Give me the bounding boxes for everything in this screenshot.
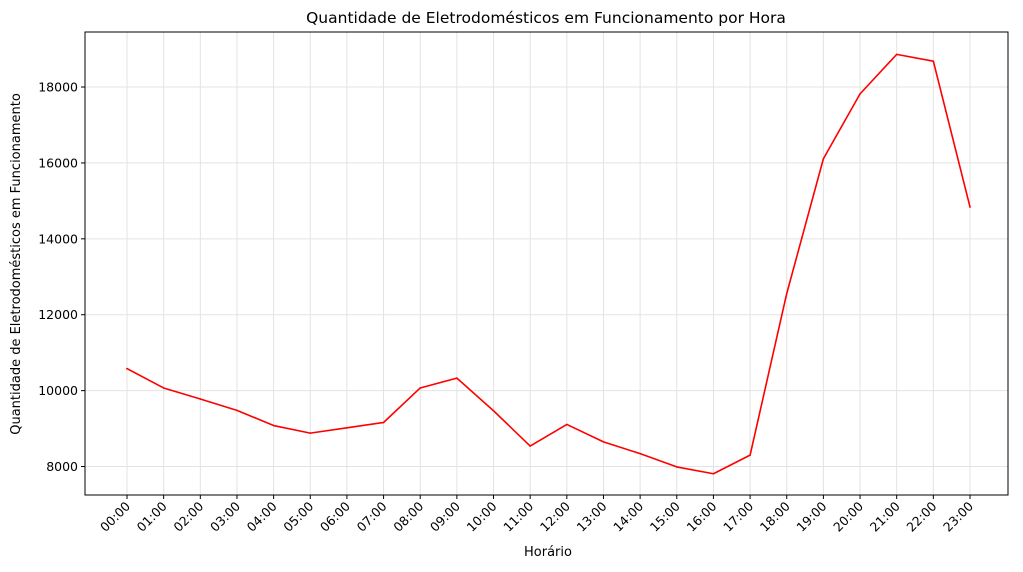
data-point [346,427,348,429]
y-axis: 8000 10000 12000 14000 16000 18000 [38,80,85,474]
data-point [675,466,678,468]
x-tick-label: 19:00 [793,498,829,534]
data-point [162,387,165,389]
data-point [859,93,861,95]
plot-frame [84,31,1009,496]
x-tick-label: 10:00 [464,498,500,534]
x-tick-label: 22:00 [903,498,939,534]
data-point [639,452,641,455]
data-point [932,60,935,63]
data-point [492,409,495,412]
y-tick-label: 12000 [38,307,78,322]
x-tick-label: 23:00 [940,498,976,534]
data-point [785,292,788,295]
y-axis-label: Quantidade de Eletrodomésticos em Funcio… [9,93,24,435]
data-point [272,424,275,427]
y-tick-label: 18000 [38,80,78,95]
data-point [126,367,128,370]
data-point [969,206,971,208]
data-point [602,441,605,443]
x-tick-label: 13:00 [574,498,610,534]
data-point [382,421,385,424]
data-point [529,445,531,447]
data-point [309,432,312,434]
x-tick-label: 12:00 [537,498,573,534]
data-point [749,454,751,456]
data-point [456,377,458,379]
x-tick-label: 00:00 [97,498,133,534]
x-tick-label: 14:00 [610,498,646,534]
x-tick-label: 08:00 [390,498,426,534]
x-tick-label: 21:00 [867,498,903,534]
x-tick-label: 05:00 [280,498,316,534]
x-tick-label: 16:00 [683,498,719,534]
data-point [199,398,202,400]
data-point [712,472,715,475]
x-tick-label: 17:00 [720,498,756,534]
x-tick-label: 02:00 [170,498,206,534]
x-tick-label: 18:00 [757,498,793,534]
chart-title: Quantidade de Eletrodomésticos em Funcio… [306,9,786,27]
x-tick-label: 15:00 [647,498,683,534]
x-axis-label: Horário [524,545,572,560]
data-point [895,53,898,56]
series-line [126,53,971,475]
plot-area [85,32,1008,495]
x-tick-label: 06:00 [317,498,353,534]
x-tick-label: 07:00 [354,498,390,534]
x-tick-label: 01:00 [134,498,170,534]
x-axis: 00:00 01:00 02:00 03:00 04:00 05:00 06:00 07:00… [97,495,976,535]
series-layer [126,53,971,475]
grid [85,32,1008,495]
x-tick-label: 04:00 [244,498,280,534]
data-point [236,409,238,412]
x-tick-label: 03:00 [207,498,243,534]
x-tick-label: 11:00 [500,498,536,534]
x-tick-label: 09:00 [427,498,463,534]
data-point [566,423,568,426]
y-tick-label: 14000 [38,231,78,246]
data-point [419,387,422,389]
data-point [822,157,825,160]
y-tick-label: 8000 [46,459,78,474]
y-tick-label: 10000 [38,383,78,398]
x-tick-label: 20:00 [830,498,866,534]
y-tick-label: 16000 [38,155,78,170]
